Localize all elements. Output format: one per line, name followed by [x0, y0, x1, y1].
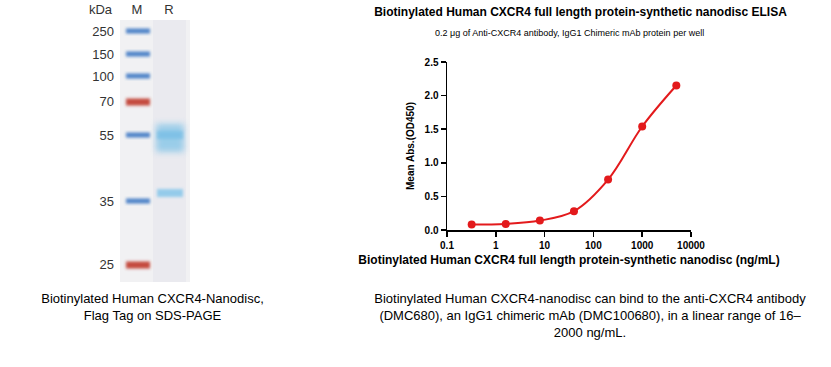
svg-text:kDa: kDa — [89, 2, 113, 17]
svg-text:250: 250 — [92, 24, 114, 39]
svg-text:1: 1 — [493, 240, 499, 251]
svg-text:1.0: 1.0 — [425, 157, 439, 168]
svg-text:70: 70 — [100, 94, 114, 109]
svg-text:0.1: 0.1 — [440, 240, 454, 251]
svg-text:35: 35 — [100, 194, 114, 209]
svg-text:0.2 μg of Anti-CXCR4 antibody,: 0.2 μg of Anti-CXCR4 antibody, IgG1 Chim… — [435, 28, 704, 38]
svg-text:0.0: 0.0 — [425, 225, 439, 236]
svg-text:25: 25 — [100, 257, 114, 272]
svg-text:10: 10 — [539, 240, 551, 251]
svg-text:R: R — [164, 2, 173, 17]
svg-text:Biotinylated Human CXCR4 full: Biotinylated Human CXCR4 full length pro… — [374, 5, 787, 19]
html-text:Biotinylated Human CXCR4-nanod: Biotinylated Human CXCR4-nanodisc can bi… — [374, 291, 806, 340]
svg-text:2.0: 2.0 — [425, 90, 439, 101]
svg-text:Biotinylated Human CXCR4 full: Biotinylated Human CXCR4 full length pro… — [358, 253, 779, 267]
svg-text:150: 150 — [92, 47, 114, 62]
svg-text:55: 55 — [100, 128, 114, 143]
svg-text:10000: 10000 — [677, 240, 705, 251]
html-text:Biotinylated Human CXCR4-Nanod: Biotinylated Human CXCR4-Nanodisc, Flag … — [41, 291, 264, 323]
svg-text:100: 100 — [92, 69, 114, 84]
svg-text:Mean Abs.(OD450): Mean Abs.(OD450) — [405, 102, 416, 190]
svg-text:1.5: 1.5 — [425, 124, 439, 135]
svg-text:100: 100 — [585, 240, 602, 251]
svg-text:1000: 1000 — [631, 240, 654, 251]
svg-text:0.5: 0.5 — [425, 191, 439, 202]
svg-text:M: M — [132, 2, 143, 17]
svg-text:2.5: 2.5 — [425, 57, 439, 68]
